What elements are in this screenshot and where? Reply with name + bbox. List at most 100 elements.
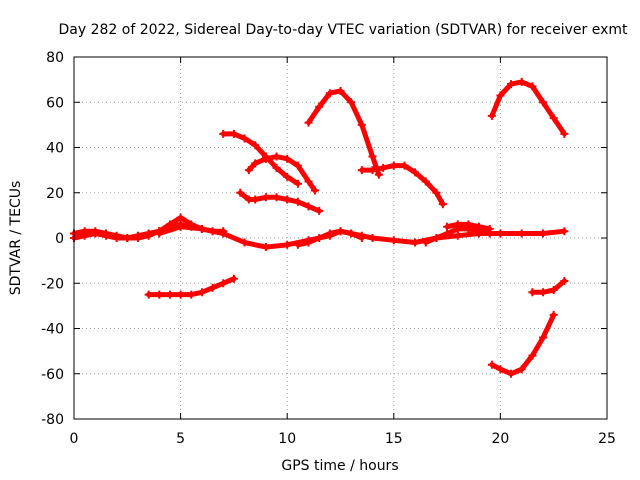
series-line [489,79,567,137]
data-point [261,193,270,202]
data-point [310,186,319,195]
data-point [389,161,398,170]
data-point [80,231,89,240]
data-point [357,120,366,129]
data-point [438,200,447,209]
data-point [336,86,345,95]
data-point [539,98,548,107]
x-tick-label: 15 [385,431,403,447]
y-tick-label: 40 [46,141,64,157]
data-point [400,161,409,170]
data-point [240,134,249,143]
x-tick-label: 10 [278,431,296,447]
data-point [368,152,377,161]
data-point [432,234,441,242]
data-point [325,229,334,238]
x-tick-label: 25 [598,431,616,447]
data-point [187,290,196,299]
data-point [293,197,302,206]
data-point [421,177,430,186]
series-arc-dome-e [487,77,569,138]
x-tick-label: 20 [491,431,509,447]
data-point [283,240,292,249]
data-point [374,170,383,179]
y-tick-label: 60 [46,95,64,111]
data-point [197,288,206,297]
data-point [357,166,366,175]
data-point [368,234,377,242]
data-point [528,351,537,360]
data-point [155,229,164,238]
data-point [453,220,462,229]
data-point [443,229,452,238]
data-point [251,141,260,150]
data-point [229,129,238,138]
series-arc-neg-c [487,310,558,378]
data-point [219,229,228,238]
data-point [487,111,496,120]
data-point [507,80,516,89]
data-point [549,286,558,295]
data-point [112,234,121,242]
data-point [219,279,228,288]
data-point [560,276,569,285]
series-arc-neg-b [528,276,569,297]
series-arc-base-f [443,220,494,233]
data-point [315,234,324,242]
series-line [306,88,382,178]
data-point [229,274,238,283]
data-point [528,288,537,297]
y-tick-label: -80 [41,412,64,428]
x-tick-label: 0 [70,431,79,447]
data-point [496,91,505,100]
y-tick-label: -60 [41,367,64,383]
data-series [70,77,569,378]
data-point [219,129,228,138]
series-arc-dome-d [357,161,447,209]
data-point [283,172,292,181]
data-point [304,238,313,247]
data-point [91,229,100,238]
data-point [528,82,537,91]
data-point [244,166,253,175]
data-point [357,231,366,240]
data-point [144,290,153,299]
data-point [101,231,110,240]
data-point [517,365,526,374]
data-point [347,98,356,107]
data-point [197,224,206,233]
data-point [165,290,174,299]
data-point [336,227,345,236]
y-tick-label: -20 [41,276,64,292]
data-point [272,163,281,172]
data-point [176,290,185,299]
data-point [272,193,281,202]
data-point [443,222,452,231]
y-tick-label: 0 [55,231,64,247]
data-point [411,238,420,247]
data-point [123,234,132,242]
data-point [293,240,302,249]
data-point [421,238,430,247]
y-tick-label: -40 [41,322,64,338]
data-point [539,229,548,238]
data-point [411,168,420,177]
data-point [144,229,153,238]
data-point [347,229,356,238]
data-point [293,179,302,188]
data-point [549,114,558,123]
data-point [176,222,185,231]
data-point [236,188,245,197]
data-point [487,360,496,369]
data-point [517,229,526,238]
data-point [432,188,441,197]
data-point [539,333,548,342]
data-point [539,288,548,297]
data-point [315,206,324,215]
data-point [389,236,398,245]
data-point [496,365,505,374]
data-point [507,369,516,378]
data-point [304,118,313,127]
data-point [133,231,142,240]
